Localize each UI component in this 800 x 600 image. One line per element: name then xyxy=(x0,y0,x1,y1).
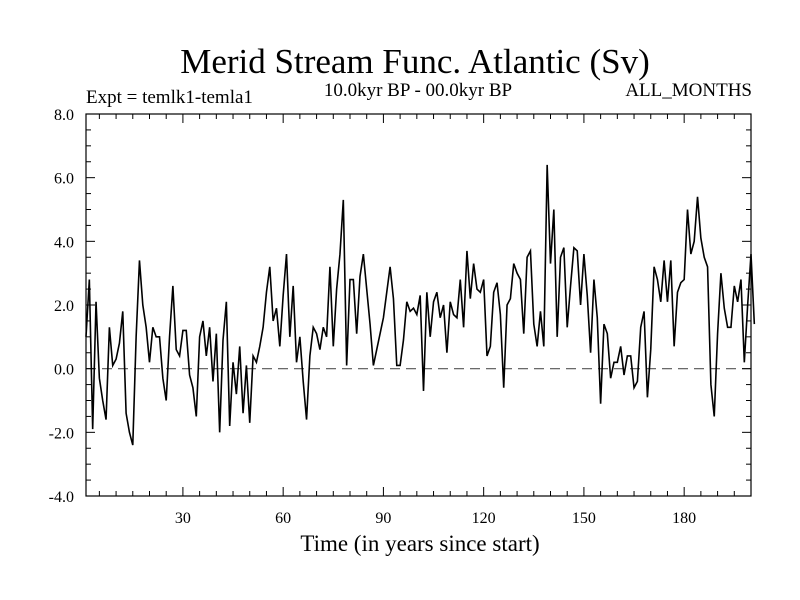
y-tick-label: -4.0 xyxy=(49,489,74,506)
y-tick-label: 4.0 xyxy=(54,234,74,251)
subtitle-months: ALL_MONTHS xyxy=(625,80,752,101)
x-tick-label: 180 xyxy=(672,510,696,527)
subtitle-time-range: 10.0kyr BP - 00.0kyr BP xyxy=(324,80,512,101)
x-tick-label: 60 xyxy=(275,510,291,527)
y-tick-label: 8.0 xyxy=(54,107,74,124)
x-tick-label: 90 xyxy=(375,510,391,527)
y-tick-label: 6.0 xyxy=(54,171,74,188)
y-tick-label: -2.0 xyxy=(49,425,74,442)
x-axis-label: Time (in years since start) xyxy=(300,531,539,556)
series-line-0 xyxy=(85,164,756,446)
subtitle-experiment: Expt = temlk1-temla1 xyxy=(86,87,253,108)
x-tick-label: 150 xyxy=(572,510,596,527)
chart-title: Merid Stream Func. Atlantic (Sv) xyxy=(180,42,650,81)
x-tick-label: 120 xyxy=(472,510,496,527)
y-tick-label: 2.0 xyxy=(54,298,74,315)
x-tick-label: 30 xyxy=(175,510,191,527)
y-tick-label: 0.0 xyxy=(54,362,74,379)
